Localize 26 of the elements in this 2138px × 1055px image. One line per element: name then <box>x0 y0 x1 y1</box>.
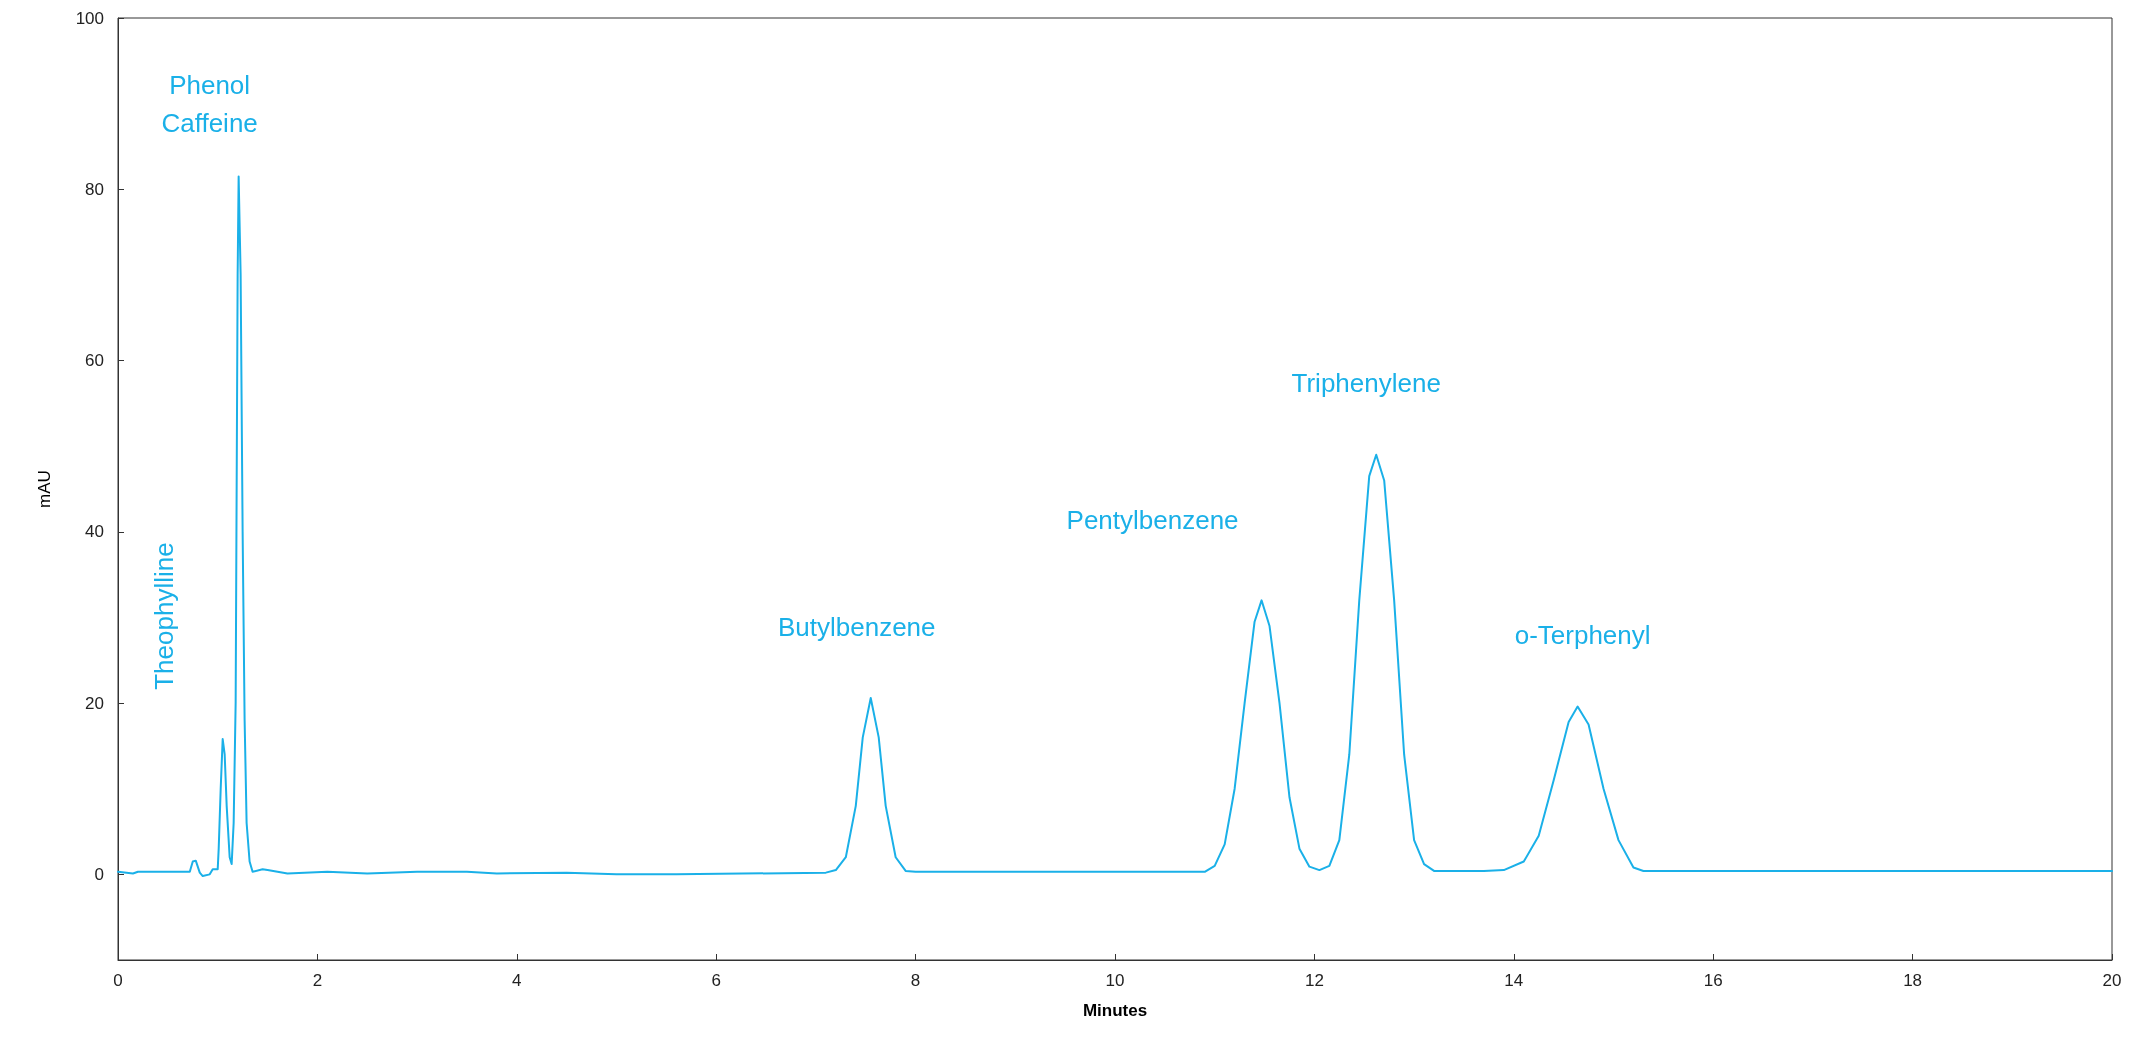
x-tick-label: 14 <box>1504 971 1524 990</box>
y-tick-label: 100 <box>75 8 104 28</box>
y-tick-label: 20 <box>85 693 104 713</box>
annotation: Triphenylene <box>1291 367 1441 398</box>
annotation: Pentylbenzene <box>1066 505 1239 536</box>
line-series <box>117 175 2113 878</box>
x-axis-title: Minutes <box>1082 1001 1148 1020</box>
y-tick-label: 80 <box>85 179 104 199</box>
annotation: Theophylline <box>148 542 179 690</box>
x-tick-label: 10 <box>1105 971 1125 990</box>
annotation: o-Terphenyl <box>1514 619 1651 650</box>
y-tick-label: 40 <box>85 522 104 542</box>
x-tick-label: 6 <box>711 971 721 990</box>
x-tick-label: 12 <box>1304 971 1324 990</box>
x-tick-label: 20 <box>2102 971 2122 990</box>
y-tick-label: 0 <box>94 864 104 884</box>
annotation: Butylbenzene <box>777 611 936 642</box>
x-tick-label: 2 <box>312 971 323 990</box>
x-tick-label: 8 <box>910 971 921 990</box>
x-tick-label: 0 <box>113 971 123 990</box>
x-tick-label: 4 <box>512 971 522 990</box>
x-tick-label: 16 <box>1703 971 1723 990</box>
y-axis-title: mAU <box>35 470 54 508</box>
annotation: Phenol Caffeine <box>161 70 258 139</box>
y-tick-label: 60 <box>85 351 104 371</box>
x-tick-label: 18 <box>1903 971 1923 990</box>
